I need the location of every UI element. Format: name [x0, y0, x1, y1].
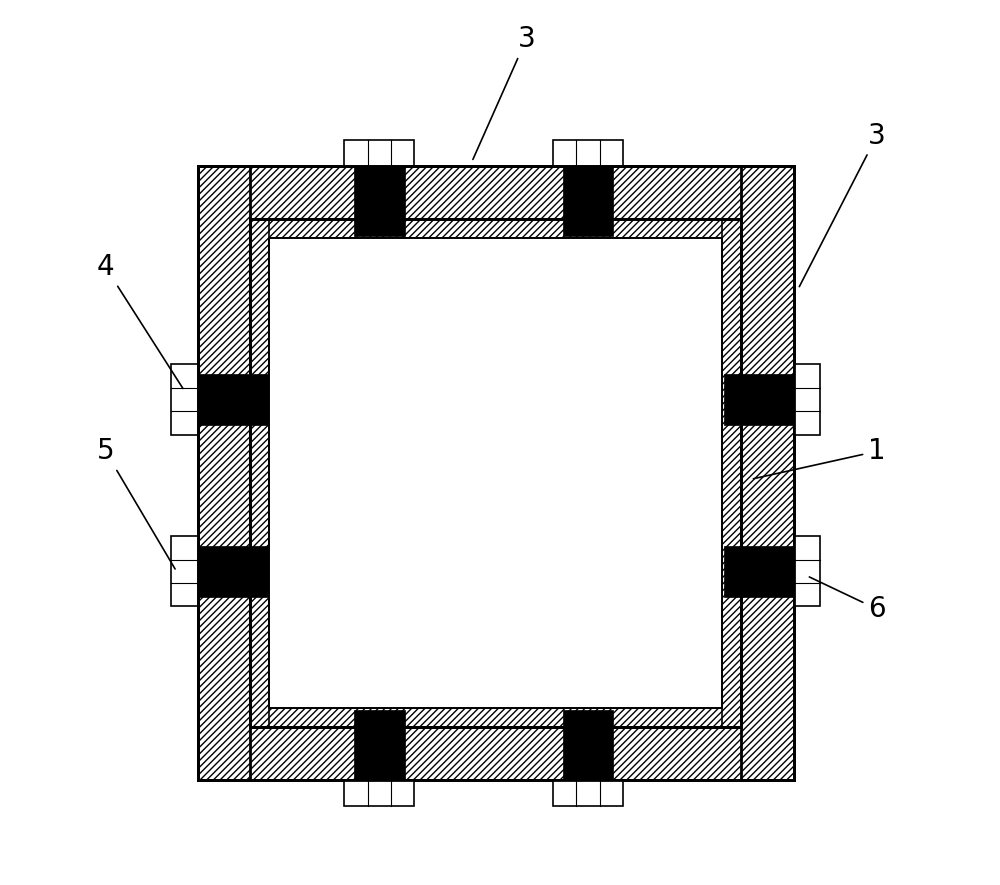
Bar — [198, 166, 250, 780]
Bar — [198, 546, 268, 596]
Bar — [354, 166, 405, 236]
Bar — [269, 238, 722, 708]
Bar — [269, 238, 722, 708]
Bar — [563, 166, 613, 236]
Bar — [198, 166, 794, 219]
Bar — [354, 710, 405, 780]
Bar — [794, 365, 820, 435]
Text: 6: 6 — [809, 577, 886, 623]
Bar — [344, 140, 414, 166]
Bar — [250, 219, 741, 727]
Bar — [198, 374, 268, 425]
Bar — [250, 708, 741, 727]
Bar — [344, 780, 414, 806]
Bar — [198, 166, 794, 780]
Bar — [250, 219, 269, 727]
Bar — [250, 219, 741, 727]
Bar — [198, 166, 794, 780]
Bar — [563, 710, 613, 780]
Bar — [198, 166, 794, 780]
Bar — [250, 219, 741, 727]
Bar — [724, 374, 794, 425]
Bar — [741, 166, 794, 780]
Text: 1: 1 — [753, 437, 886, 479]
Bar — [250, 219, 741, 727]
Bar — [171, 365, 198, 435]
Bar — [722, 219, 741, 727]
Text: 3: 3 — [799, 121, 886, 287]
Bar — [171, 536, 198, 606]
Bar — [553, 140, 623, 166]
Bar — [250, 219, 741, 238]
Bar — [250, 219, 741, 727]
Bar — [198, 727, 794, 780]
Text: 5: 5 — [97, 437, 175, 569]
Text: 4: 4 — [97, 253, 183, 389]
Bar — [553, 780, 623, 806]
Bar — [794, 536, 820, 606]
Text: 3: 3 — [473, 26, 535, 159]
Bar — [724, 546, 794, 596]
Bar — [269, 238, 722, 708]
